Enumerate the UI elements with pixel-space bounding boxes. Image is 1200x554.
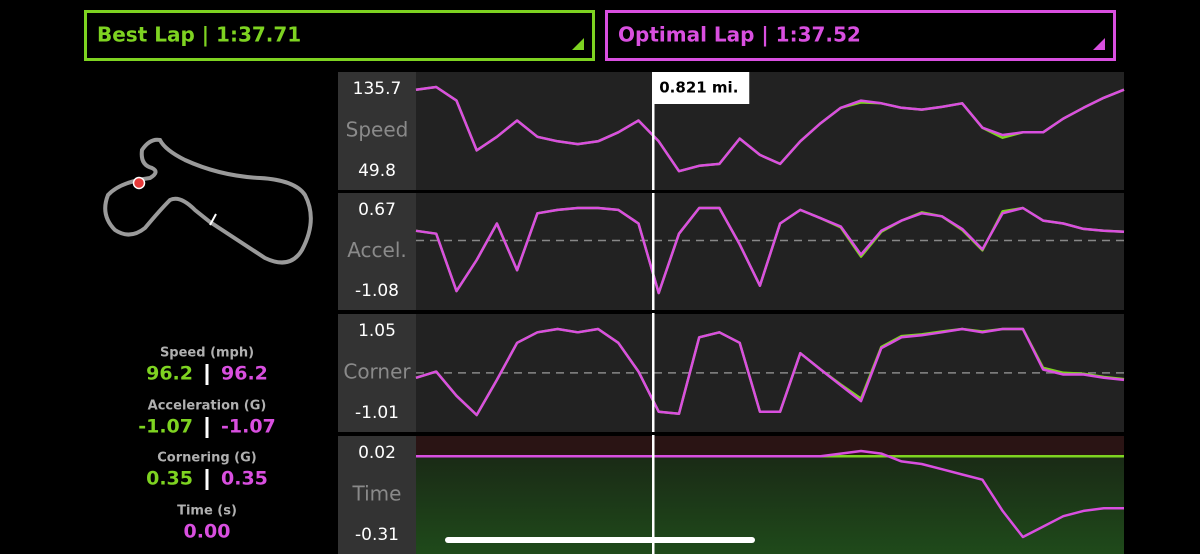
home-indicator (445, 537, 755, 543)
stat-optimal: 96.2 (221, 363, 268, 385)
y-min-label: -1.08 (355, 281, 399, 301)
panel-label-bg (338, 193, 416, 310)
stats: Speed (mph) 96.2 96.2 Acceleration (G) -1.07… (138, 346, 276, 543)
panel-name: Accel. (347, 238, 407, 262)
trace (416, 449, 1124, 539)
stat-optimal: -1.07 (221, 416, 276, 438)
best-lap-label[interactable]: Best Lap | 1:37.71 (97, 23, 301, 47)
panel-name: Corner (343, 360, 411, 384)
panels: 135.7 49.8 Speed 0.821 mi. 0.67 -1.08 Accel. 1.… (338, 72, 1125, 554)
stat-label: Cornering (G) (157, 451, 256, 466)
track-map (103, 137, 313, 265)
panel-label-bg (338, 72, 416, 190)
y-min-label: 49.8 (358, 161, 396, 181)
y-max-label: 0.67 (358, 200, 396, 220)
stat-best: 96.2 (146, 363, 193, 385)
cursor-label-bg (653, 72, 750, 104)
panel-gap (338, 190, 1124, 193)
car-position (132, 176, 146, 190)
plot-bg (416, 72, 1124, 190)
track-outline (103, 137, 313, 265)
stat-label: Time (s) (177, 504, 237, 519)
y-min-label: -1.01 (355, 403, 399, 423)
ahead-region (416, 436, 1124, 457)
cursor-label: 0.821 mi. (659, 79, 738, 97)
y-max-label: 1.05 (358, 321, 396, 341)
dropdown-arrow (572, 38, 584, 50)
dropdown-arrow (1093, 38, 1105, 50)
stat-optimal: 0.00 (184, 521, 231, 543)
stat-best: 0.35 (146, 468, 193, 490)
panel-label-bg (338, 314, 416, 432)
trace (415, 327, 1125, 417)
stat-label: Speed (mph) (160, 346, 254, 361)
best-lap-box[interactable] (84, 10, 595, 61)
stat-optimal: 0.35 (221, 468, 268, 490)
optimal-lap-box[interactable] (605, 10, 1116, 61)
best-lap-button[interactable]: Best Lap | 1:37.71 (84, 10, 595, 61)
start-finish (209, 213, 217, 226)
panel-label-bg (338, 436, 416, 554)
y-max-label: 0.02 (358, 443, 396, 463)
trace (415, 206, 1125, 295)
panel-name: Speed (346, 118, 409, 142)
panel-gap (338, 310, 1124, 313)
panel-gap (338, 432, 1124, 435)
stat-label: Acceleration (G) (148, 399, 267, 414)
panel-name: Time (352, 482, 402, 506)
optimal-lap-label[interactable]: Optimal Lap | 1:37.52 (618, 23, 861, 47)
y-min-label: -0.31 (355, 525, 399, 545)
stat-best: -1.07 (138, 416, 193, 438)
optimal-lap-button[interactable]: Optimal Lap | 1:37.52 (605, 10, 1116, 61)
y-max-label: 135.7 (353, 79, 402, 99)
trace (415, 85, 1125, 173)
